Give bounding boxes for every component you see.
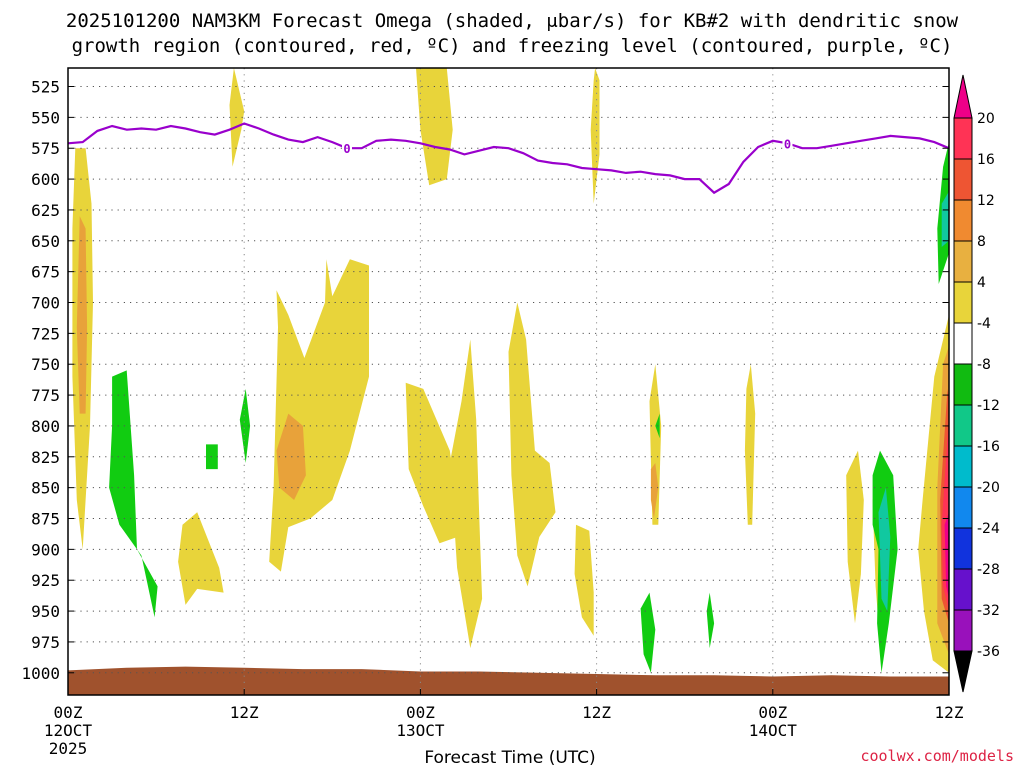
chart-title-line-1: 2025101200 NAM3KM Forecast Omega (shaded… (66, 10, 959, 32)
y-tick-label: 900 (31, 540, 60, 559)
y-tick-label: 775 (31, 386, 60, 405)
terrain-area (68, 666, 949, 695)
omega-region-31 (941, 191, 949, 247)
colorbar-label: -32 (977, 603, 1000, 619)
y-tick-label: 800 (31, 417, 60, 436)
omega-region-8 (269, 259, 369, 572)
x-tick-label: 12Z (230, 703, 259, 722)
grid (68, 68, 949, 695)
colorbar-bottom-arrow (953, 650, 973, 693)
y-tick-label: 925 (31, 571, 60, 590)
colorbar-label: -24 (977, 521, 1000, 537)
colorbar-label: 16 (977, 152, 995, 168)
colorbar-segment (953, 117, 973, 160)
omega-region-11 (405, 382, 465, 544)
omega-region-20 (744, 364, 756, 525)
colorbar-label: 12 (977, 193, 995, 209)
y-tick-label: 575 (31, 139, 60, 158)
colorbar-label: 20 (977, 111, 995, 127)
omega-region-5 (239, 388, 251, 463)
colorbar-segment (953, 486, 973, 529)
y-tick-label: 875 (31, 510, 60, 529)
freezing-level-label: 0 (784, 137, 791, 151)
colorbar-label: -20 (977, 480, 1000, 496)
omega-region-2 (76, 216, 88, 414)
colorbar-segment (953, 363, 973, 406)
colorbar: 20 16 12 8 4 -4 -8 -12 -16 -20 -24 -28 -32 -36 (953, 74, 1000, 693)
chart-title-line-2: growth region (contoured, red, ºC) and f… (72, 35, 953, 57)
credit-text: coolwx.com/models (860, 747, 1014, 765)
colorbar-label: -16 (977, 439, 1000, 455)
y-tick-label: 625 (31, 201, 60, 220)
colorbar-label: -36 (977, 644, 1000, 660)
colorbar-label: -28 (977, 562, 1000, 578)
colorbar-segment (953, 199, 973, 242)
omega-region-14 (574, 524, 594, 636)
x-tick-year: 2025 (49, 739, 88, 758)
colorbar-segment (953, 609, 973, 652)
colorbar-segment (953, 527, 973, 570)
omega-region-10 (416, 68, 453, 186)
y-tick-label: 675 (31, 263, 60, 282)
y-tick-label: 750 (31, 355, 60, 374)
colorbar-segment (953, 445, 973, 488)
omega-region-18 (640, 592, 656, 673)
omega-region-19 (706, 592, 715, 649)
colorbar-segment (953, 568, 973, 611)
x-tick-date: 12OCT (44, 721, 93, 740)
freezing-label-bg (782, 135, 793, 151)
y-tick-label: 550 (31, 108, 60, 127)
y-tick-label: 600 (31, 170, 60, 189)
omega-region-7 (229, 68, 245, 167)
y-tick-label: 700 (31, 294, 60, 313)
freezing-level-line (68, 122, 949, 195)
colorbar-label: 8 (977, 234, 986, 250)
freezing-level-label: 0 (343, 142, 350, 156)
y-tick-label: 525 (31, 78, 60, 97)
x-tick-label: 12Z (582, 703, 611, 722)
colorbar-segment (953, 281, 973, 324)
colorbar-label: -12 (977, 398, 1000, 414)
omega-region-15 (590, 68, 600, 204)
y-tick-label: 650 (31, 232, 60, 251)
freezing-label-bg (341, 140, 352, 156)
omega-region-21 (846, 450, 864, 624)
y-tick-label: 1000 (21, 664, 60, 683)
x-tick-date: 13OCT (396, 721, 445, 740)
plot-frame (67, 67, 950, 696)
omega-region-13 (508, 302, 556, 587)
omega-region-17 (650, 463, 659, 519)
y-tick-label: 975 (31, 633, 60, 652)
omega-region-29 (944, 512, 949, 599)
colorbar-segment (953, 158, 973, 201)
omega-region-4 (206, 444, 218, 470)
y-tick-label: 825 (31, 448, 60, 467)
y-tick-label: 950 (31, 602, 60, 621)
x-tick-label: 00Z (758, 703, 787, 722)
colorbar-label: -4 (977, 316, 991, 332)
omega-shading (72, 68, 949, 673)
x-tick-date: 14OCT (749, 721, 798, 740)
omega-region-12 (449, 339, 483, 649)
omega-region-3 (109, 370, 158, 618)
y-tick-label: 725 (31, 324, 60, 343)
colorbar-label: 4 (977, 275, 986, 291)
x-axis-label: Forecast Time (UTC) (424, 748, 595, 768)
y-tick-label: 850 (31, 479, 60, 498)
x-tick-label: 00Z (54, 703, 83, 722)
x-tick-label: 12Z (935, 703, 964, 722)
colorbar-segment (953, 404, 973, 447)
colorbar-top-arrow (953, 74, 973, 119)
y-axis: 525 550 575 600 625 650 675 700 725 750 775 800 825 8… (21, 78, 949, 683)
x-tick-label: 00Z (406, 703, 435, 722)
omega-region-6 (178, 512, 224, 605)
colorbar-label: -8 (977, 357, 991, 373)
surface-terrain (68, 666, 949, 695)
colorbar-segment (953, 240, 973, 283)
colorbar-segment (953, 322, 973, 365)
